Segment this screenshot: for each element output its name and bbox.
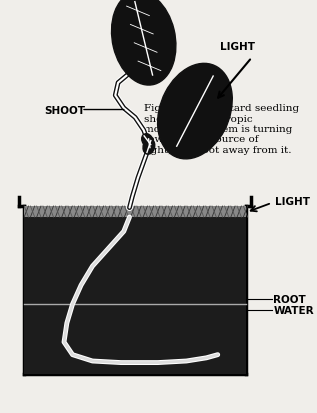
Text: Fig. 7.10. A mustard seedling showing phototropic
movements. Stem is turning tow: Fig. 7.10. A mustard seedling showing ph… <box>144 104 299 154</box>
Ellipse shape <box>112 0 176 86</box>
Ellipse shape <box>145 138 153 150</box>
Text: ROOT: ROOT <box>273 294 306 304</box>
Text: LIGHT: LIGHT <box>220 42 255 52</box>
Text: LIGHT: LIGHT <box>275 197 310 207</box>
Polygon shape <box>24 206 246 374</box>
Ellipse shape <box>158 64 232 159</box>
Text: SHOOT: SHOOT <box>44 105 85 115</box>
Ellipse shape <box>143 140 155 155</box>
Ellipse shape <box>142 134 153 147</box>
Text: WATER: WATER <box>273 306 314 316</box>
Polygon shape <box>24 206 246 218</box>
